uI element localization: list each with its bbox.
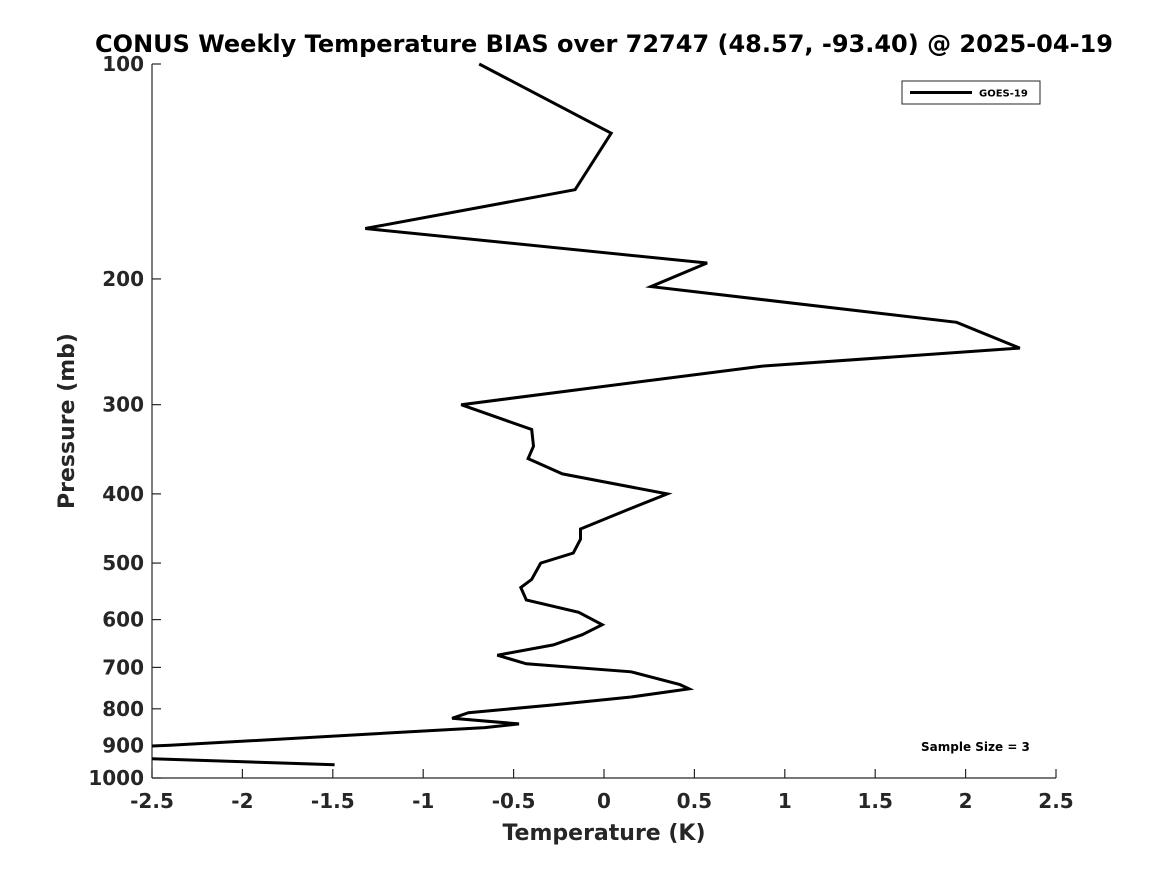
x-tick-label: 0.5 xyxy=(677,789,712,813)
y-tick-label: 700 xyxy=(102,655,144,679)
x-axis-label: Temperature (K) xyxy=(502,821,705,846)
x-tick-label: 0 xyxy=(597,789,611,813)
legend: GOES-19 xyxy=(901,80,1041,105)
y-axis-label: Pressure (mb) xyxy=(55,333,80,509)
x-tick-label: -1.5 xyxy=(311,789,355,813)
y-tick-label: 100 xyxy=(102,52,144,76)
series-line-lower-segment xyxy=(151,757,335,767)
y-tick-label: 900 xyxy=(102,733,144,757)
chart-title: CONUS Weekly Temperature BIAS over 72747… xyxy=(95,30,1113,58)
y-tick-label: 600 xyxy=(102,608,144,632)
x-tick-label: -2.5 xyxy=(130,789,174,813)
sample-size-note: Sample Size = 3 xyxy=(921,740,1030,754)
x-tick-label: -0.5 xyxy=(492,789,536,813)
y-tick-label: 500 xyxy=(102,551,144,575)
y-axis-ticks: 100 200 300 400 500 600 700 800 900 1000 xyxy=(88,52,161,790)
y-tick-label: 800 xyxy=(102,697,144,721)
x-tick-label: -1 xyxy=(412,789,434,813)
y-tick-label: 300 xyxy=(102,393,144,417)
legend-label-goes-19: GOES-19 xyxy=(979,89,1028,100)
y-tick-label: 200 xyxy=(102,267,144,291)
y-tick-label: 400 xyxy=(102,482,144,506)
x-tick-label: -2 xyxy=(231,789,253,813)
series-layer xyxy=(151,62,1021,767)
series-line-goes-19 xyxy=(151,62,1021,748)
y-tick-label: 1000 xyxy=(88,766,144,790)
x-axis-ticks: -2.5 -2 -1.5 -1 -0.5 0 0.5 1 1.5 2 2.5 xyxy=(130,769,1074,813)
x-tick-label: 1.5 xyxy=(857,789,892,813)
x-tick-label: 1 xyxy=(778,789,792,813)
x-tick-label: 2 xyxy=(959,789,973,813)
x-tick-label: 2.5 xyxy=(1038,789,1073,813)
